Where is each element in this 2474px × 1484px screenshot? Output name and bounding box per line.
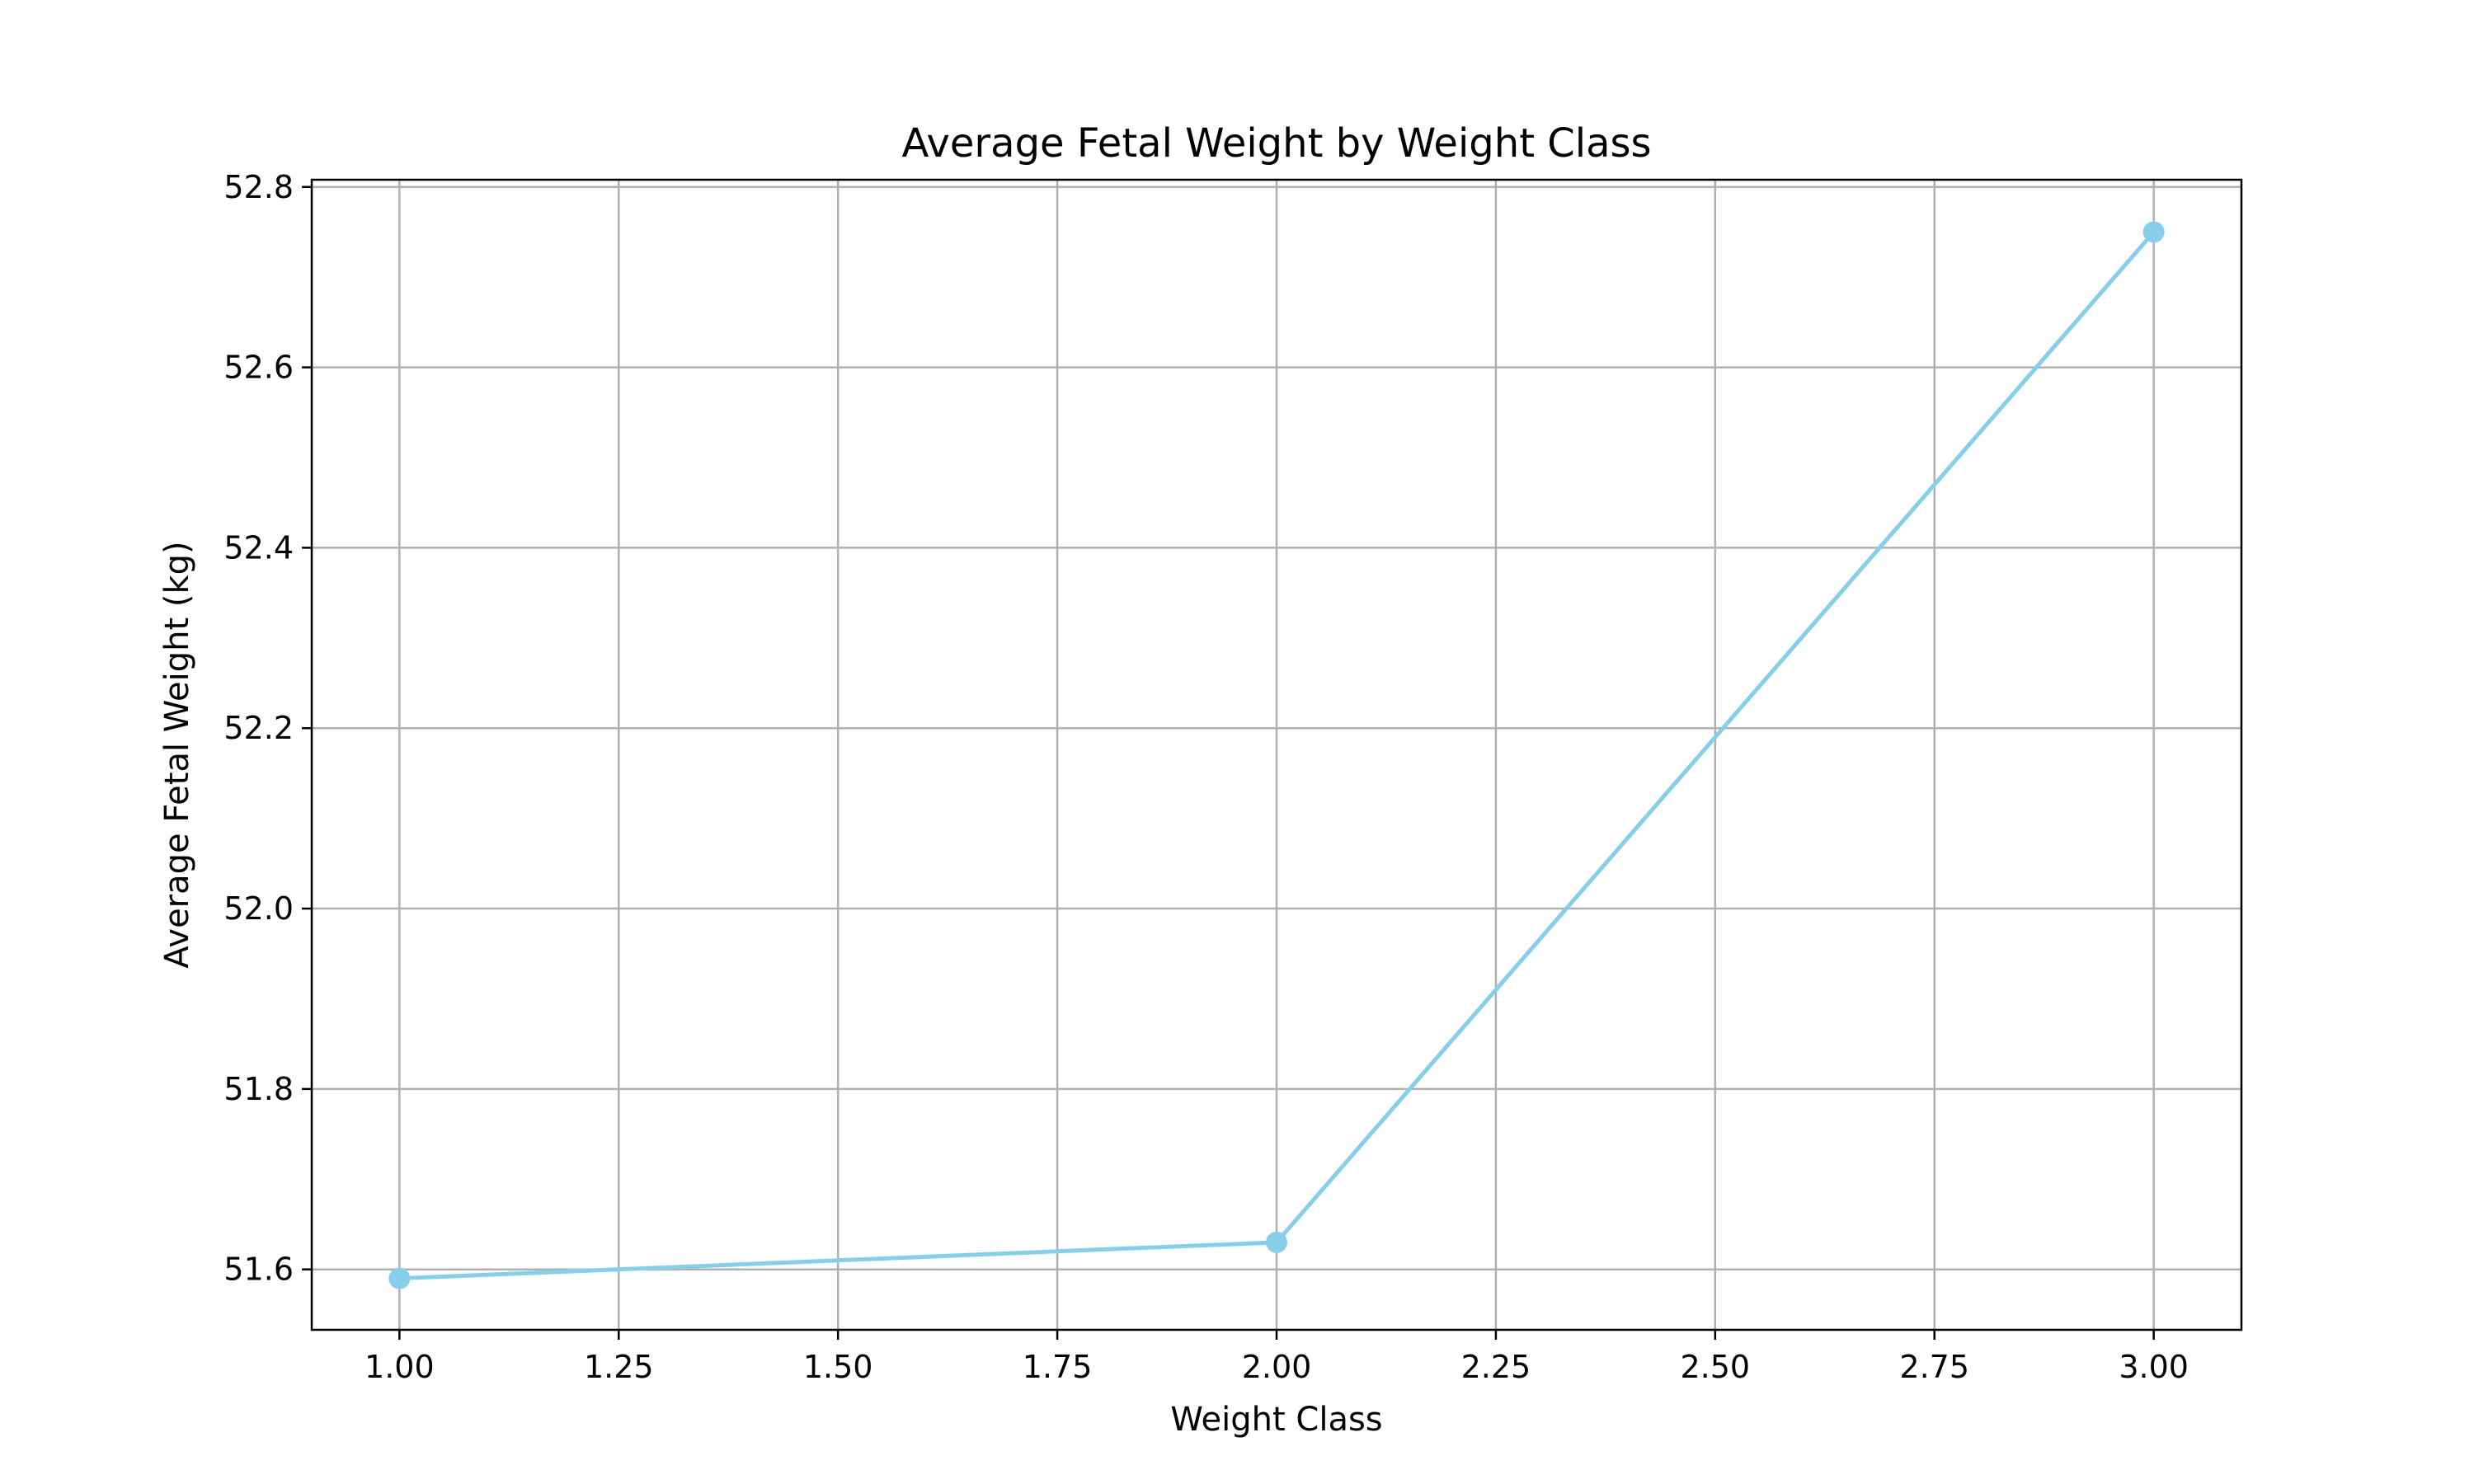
x-tick-label: 1.25 — [584, 1349, 654, 1385]
x-tick-label: 1.75 — [1023, 1349, 1093, 1385]
x-tick-label: 2.00 — [1242, 1349, 1312, 1385]
x-axis-label: Weight Class — [1170, 1401, 1382, 1439]
chart-title: Average Fetal Weight by Weight Class — [901, 120, 1651, 167]
y-tick-label: 52.2 — [223, 710, 294, 746]
x-tick-label: 1.50 — [803, 1349, 873, 1385]
y-axis-ticks: 51.6 51.8 52.0 52.2 52.4 52.6 52.8 — [223, 169, 312, 1288]
y-tick-label: 52.0 — [223, 890, 294, 927]
data-point — [2142, 221, 2165, 243]
x-axis-ticks: 1.00 1.25 1.50 1.75 2.00 2.25 2.50 2.75 3.00 — [365, 1330, 2189, 1385]
series-markers — [388, 221, 2165, 1289]
x-tick-label: 2.25 — [1461, 1349, 1531, 1385]
y-axis-label: Average Fetal Weight (kg) — [158, 541, 196, 968]
x-tick-label: 2.50 — [1681, 1349, 1751, 1385]
grid — [312, 180, 2241, 1330]
x-tick-label: 1.00 — [365, 1349, 435, 1385]
y-tick-label: 52.8 — [223, 169, 294, 205]
x-tick-label: 2.75 — [1899, 1349, 1969, 1385]
y-tick-label: 51.8 — [223, 1071, 294, 1107]
y-tick-label: 51.6 — [223, 1252, 294, 1288]
x-tick-label: 3.00 — [2119, 1349, 2189, 1385]
y-tick-label: 52.4 — [223, 529, 294, 566]
y-tick-label: 52.6 — [223, 350, 294, 386]
data-point — [388, 1267, 411, 1289]
data-point — [1266, 1231, 1287, 1253]
